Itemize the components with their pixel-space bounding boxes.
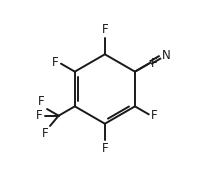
- Text: F: F: [101, 23, 108, 36]
- Text: F: F: [38, 95, 44, 108]
- Text: F: F: [151, 109, 157, 122]
- Text: F: F: [52, 56, 59, 69]
- Text: F: F: [101, 142, 108, 155]
- Text: N: N: [162, 49, 171, 62]
- Text: F: F: [42, 127, 49, 140]
- Text: F: F: [36, 109, 43, 122]
- Text: F: F: [151, 57, 157, 70]
